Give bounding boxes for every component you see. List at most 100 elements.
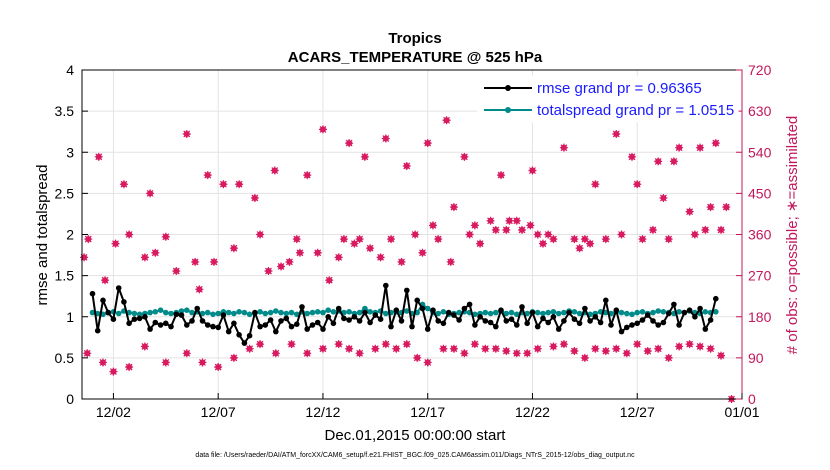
rmse-series-point: [115, 285, 122, 291]
rmse-series-point: [482, 318, 489, 324]
rmse-series-point: [367, 319, 373, 326]
x-axis-label: Dec.01,2015 00:00:00 start: [325, 427, 507, 444]
rmse-series-point: [257, 323, 263, 330]
obs-possible-point-star: [580, 235, 589, 244]
spread-series-point: [561, 309, 567, 316]
obs-assimilated-point: [214, 363, 223, 372]
rmse-series-point: [466, 301, 473, 308]
rmse-series-point: [618, 328, 625, 335]
rmse-series-point: [409, 323, 415, 330]
spread-series-point: [367, 309, 373, 315]
obs-assimilated-point-star: [612, 344, 621, 353]
rmse-series-point: [341, 315, 347, 322]
obs-possible-point-star: [612, 129, 621, 138]
obs-possible-point-star: [685, 207, 694, 216]
rmse-series-point: [320, 326, 326, 332]
rmse-series-point: [351, 314, 358, 320]
obs-possible-point: [711, 139, 720, 148]
rmse-series-point: [304, 326, 311, 332]
obs-assimilated-point: [198, 358, 207, 367]
obs-possible-point: [146, 189, 155, 198]
obs-possible-point-star: [146, 189, 155, 198]
rmse-series-point: [330, 320, 337, 327]
obs-possible-point: [442, 116, 451, 125]
x-tick-label: 01/01: [724, 404, 759, 420]
rmse-series-point: [702, 326, 709, 332]
obs-assimilated-point: [98, 358, 107, 367]
obs-possible-point-star: [690, 230, 699, 239]
obs-assimilated-point-star: [449, 344, 458, 353]
spread-series-point: [89, 309, 96, 316]
rmse-series-point: [665, 310, 672, 317]
obs-assimilated-point: [245, 344, 254, 353]
obs-assimilated-point: [109, 367, 118, 376]
rmse-series-point: [199, 318, 206, 324]
obs-assimilated-point-star: [392, 344, 401, 353]
spread-series-point: [147, 309, 153, 316]
rmse-series-point: [456, 317, 462, 323]
obs-possible-point: [360, 152, 369, 161]
spread-series-point: [713, 309, 719, 315]
y2-tick-label: 90: [748, 350, 764, 366]
obs-possible-point: [182, 129, 191, 138]
obs-possible-point: [559, 143, 568, 152]
obs-possible-point-star: [270, 166, 279, 175]
obs-assimilated-point: [549, 342, 558, 351]
obs-possible-point-star: [669, 157, 678, 166]
obs-possible-point-star: [617, 230, 626, 239]
obs-assimilated-point-star: [345, 344, 354, 353]
obs-possible-point-star: [381, 134, 390, 143]
spread-series-point: [199, 310, 206, 317]
obs-possible-point-star: [285, 257, 294, 266]
spread-series-point: [545, 309, 551, 316]
spread-series-point: [555, 310, 562, 317]
obs-assimilated-point-star: [355, 349, 364, 358]
rmse-series-point: [472, 322, 478, 328]
spread-series-point: [267, 309, 274, 316]
obs-assimilated-point: [470, 340, 479, 349]
obs-assimilated-point: [460, 349, 469, 358]
rmse-series-point: [346, 317, 352, 323]
obs-assimilated-point: [381, 340, 390, 349]
obs-possible-point: [264, 267, 273, 276]
obs-possible-point: [418, 248, 427, 257]
obs-possible-point: [502, 225, 511, 234]
obs-possible-point-star: [502, 225, 511, 234]
obs-assimilated-point: [559, 340, 568, 349]
obs-possible-point: [491, 225, 500, 234]
obs-possible-point: [612, 129, 621, 138]
obs-assimilated-point: [533, 344, 542, 353]
obs-assimilated-point-star: [549, 342, 558, 351]
obs-assimilated-point: [622, 349, 631, 358]
y-tick-label: 1: [66, 309, 74, 325]
rmse-series-point: [173, 311, 180, 318]
obs-possible-point-star: [518, 225, 526, 234]
rmse-series-point: [707, 317, 714, 323]
rmse-series-point: [204, 322, 211, 328]
spread-series-point: [571, 309, 578, 315]
obs-possible-point-star: [339, 235, 348, 244]
legend-spread-label: totalspread grand pr = 1.0515: [537, 102, 734, 119]
y-tick-label: 3.5: [55, 103, 75, 119]
rmse-series-point: [89, 290, 96, 297]
obs-assimilated-point-star: [643, 347, 652, 356]
obs-possible-point: [591, 180, 600, 189]
obs-possible-point: [295, 248, 304, 257]
obs-possible-point: [664, 235, 673, 244]
obs-assimilated-point-star: [229, 353, 238, 362]
spread-series-point: [503, 310, 510, 317]
spread-series-point: [634, 309, 640, 316]
rmse-series-point: [278, 318, 284, 324]
obs-possible-point-star: [638, 235, 647, 244]
spread-series-point: [273, 308, 279, 314]
spread-series-point: [204, 309, 211, 316]
spread-series-point: [456, 309, 462, 316]
obs-possible-point: [229, 244, 238, 253]
obs-assimilated-point: [256, 340, 265, 349]
obs-assimilated-point-star: [182, 349, 191, 358]
obs-possible-point: [219, 180, 228, 189]
x-axis: 12/02 12/07 12/12 12/17 12/22 12/27 01/01: [96, 393, 760, 420]
obs-possible-point-star: [203, 171, 212, 180]
obs-assimilated-point: [423, 358, 432, 367]
obs-possible-point-star: [303, 171, 312, 180]
